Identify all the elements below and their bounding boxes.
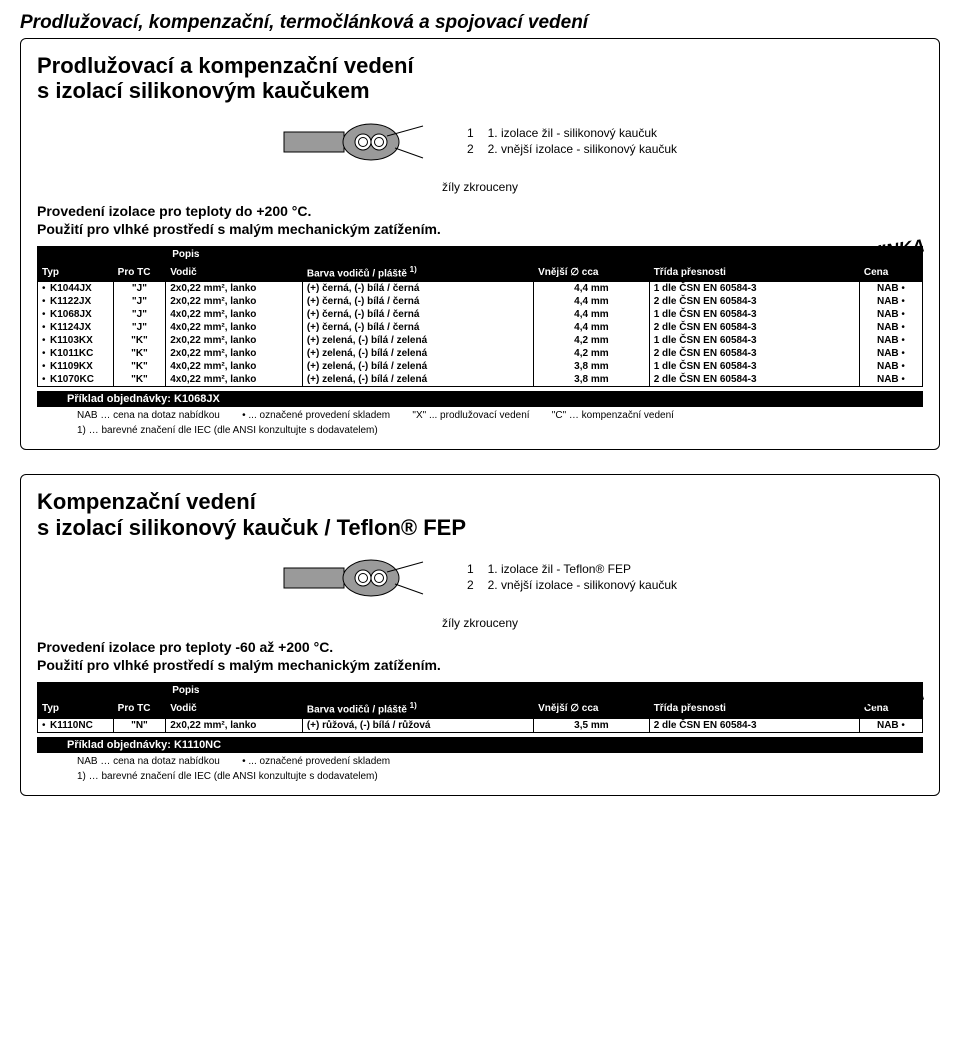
foot-c: "C" … kompenzační vedení [552, 410, 674, 421]
spec-text-1: Provedení izolace pro teploty do +200 °C… [37, 202, 923, 238]
twist-note-2: žíly zkrouceny [37, 616, 923, 630]
popis-label: Popis [166, 683, 923, 699]
table-row: •K1103KX"K"2x0,22 mm², lanko(+) zelená, … [38, 334, 923, 347]
footnotes-1: NAB … cena na dotaz nabídkou • ... označ… [37, 409, 923, 438]
legend-texts-2: 1. izolace žil - Teflon® FEP 2. vnější i… [488, 562, 677, 593]
legend-numbers: 12 [467, 126, 474, 157]
legend-texts-1: 1. izolace žil - silikonový kaučuk 2. vn… [488, 126, 677, 157]
legend-numbers: 12 [467, 562, 474, 593]
table-row: •K1124JX"J"4x0,22 mm², lanko(+) černá, (… [38, 321, 923, 334]
cable-cross-section-icon [283, 554, 453, 602]
hdr-typ: Typ [38, 262, 114, 281]
page-title: Prodlužovací, kompenzační, termočlánková… [20, 12, 940, 34]
cable-diagram-1: 12 1. izolace žil - silikonový kaučuk 2.… [37, 118, 923, 166]
table-row: •K1011KC"K"2x0,22 mm², lanko(+) zelená, … [38, 347, 923, 360]
table-row: •K1110NC"N"2x0,22 mm², lanko(+) růžová, … [38, 718, 923, 732]
foot-iec: 1) … barevné značení dle IEC (dle ANSI k… [77, 424, 923, 438]
hdr-protc: Pro TC [113, 262, 166, 281]
foot-stock: • ... označené provedení skladem [242, 410, 390, 421]
order-example-1: Příklad objednávky: K1068JX [37, 391, 923, 407]
table-1: Popis Typ Pro TC Vodič Barva vodičů / pl… [37, 246, 923, 387]
table-row: •K1044JX"J"2x0,22 mm², lanko(+) černá, (… [38, 282, 923, 296]
legend-1-line-1: 1. izolace žil - silikonový kaučuk [488, 126, 677, 142]
hdr-barva: Barva vodičů / pláště 1) [302, 699, 533, 718]
table-row: •K1070KC"K"4x0,22 mm², lanko(+) zelená, … [38, 373, 923, 387]
hdr-trida: Třída přesnosti [649, 262, 859, 281]
hdr-cena: Cena [859, 262, 922, 281]
hdr-vnej: Vnější ∅ cca [534, 699, 650, 718]
hdr-protc: Pro TC [113, 699, 166, 718]
legend-2-line-1: 1. izolace žil - Teflon® FEP [488, 562, 677, 578]
hdr-typ: Typ [38, 699, 114, 718]
hdr-vodic: Vodič [166, 699, 303, 718]
cable-cross-section-icon [283, 118, 453, 166]
table-row: •K1068JX"J"4x0,22 mm², lanko(+) černá, (… [38, 308, 923, 321]
hdr-trida: Třída přesnosti [649, 699, 859, 718]
hdr-vnej: Vnější ∅ cca [534, 262, 650, 281]
order-example-2: Příklad objednávky: K1110NC [37, 737, 923, 753]
foot-iec: 1) … barevné značení dle IEC (dle ANSI k… [77, 770, 923, 784]
foot-nab: NAB … cena na dotaz nabídkou [77, 756, 220, 767]
table-2: Popis Typ Pro TC Vodič Barva vodičů / pl… [37, 682, 923, 732]
foot-nab: NAB … cena na dotaz nabídkou [77, 410, 220, 421]
foot-stock: • ... označené provedení skladem [242, 756, 390, 767]
popis-label: Popis [166, 246, 923, 262]
section-2-title: Kompenzační vedenís izolací silikonový k… [37, 489, 923, 540]
legend-1-line-2: 2. vnější izolace - silikonový kaučuk [488, 142, 677, 158]
section-1: Prodlužovací a kompenzační vedenís izola… [20, 38, 940, 450]
footnotes-2: NAB … cena na dotaz nabídkou • ... označ… [37, 755, 923, 784]
section-2: Kompenzační vedenís izolací silikonový k… [20, 474, 940, 795]
spec-text-2: Provedení izolace pro teploty -60 až +20… [37, 638, 923, 674]
table-row: •K1122JX"J"2x0,22 mm², lanko(+) černá, (… [38, 295, 923, 308]
cable-diagram-2: 12 1. izolace žil - Teflon® FEP 2. vnějš… [37, 554, 923, 602]
hdr-barva: Barva vodičů / pláště 1) [302, 262, 533, 281]
section-1-title: Prodlužovací a kompenzační vedenís izola… [37, 53, 923, 104]
foot-x: "X" ... prodlužovací vedení [412, 410, 529, 421]
legend-2-line-2: 2. vnější izolace - silikonový kaučuk [488, 578, 677, 594]
table-row: •K1109KX"K"4x0,22 mm², lanko(+) zelená, … [38, 360, 923, 373]
twist-note-1: žíly zkrouceny [37, 180, 923, 194]
hdr-vodic: Vodič [166, 262, 303, 281]
